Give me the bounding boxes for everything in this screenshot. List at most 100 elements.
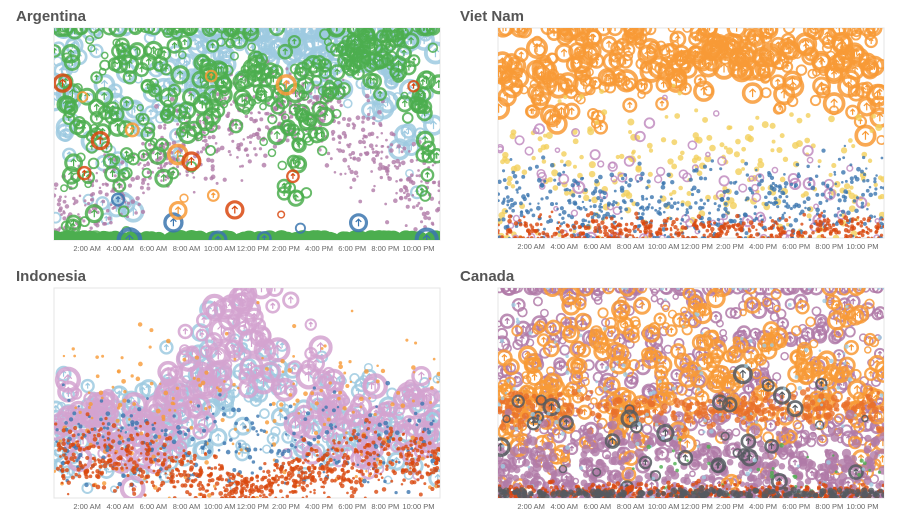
data-point <box>620 216 624 220</box>
data-point <box>326 28 346 38</box>
data-point <box>345 431 348 434</box>
data-point <box>670 236 675 238</box>
arrow-icon <box>508 57 515 66</box>
data-point <box>316 440 320 444</box>
data-point <box>755 228 758 232</box>
data-point <box>804 206 807 210</box>
data-point <box>350 309 354 313</box>
data-point <box>667 158 674 165</box>
data-point <box>861 229 866 234</box>
arrow-icon <box>253 59 260 69</box>
data-point <box>806 206 811 212</box>
data-point <box>285 67 289 71</box>
data-point <box>117 120 135 138</box>
data-point <box>583 188 588 192</box>
data-point <box>546 234 550 238</box>
data-point <box>203 138 208 143</box>
data-point <box>855 114 862 121</box>
arrow-icon <box>530 107 536 115</box>
arrow-icon <box>290 172 296 179</box>
data-point <box>840 147 848 154</box>
arrow-icon <box>165 113 171 120</box>
data-point <box>623 28 639 36</box>
data-point <box>556 28 571 35</box>
data-point <box>140 28 151 34</box>
chart-panel: 2:00 AM 4:00 AM 6:00 AM 8:00 AM 10:00 AM 12:0… <box>53 287 441 511</box>
data-point <box>567 213 571 218</box>
data-point <box>349 380 353 384</box>
arrow-icon <box>344 448 350 455</box>
data-point <box>539 236 544 238</box>
data-point <box>64 153 84 173</box>
data-point <box>175 126 187 138</box>
arrow-icon <box>430 120 438 130</box>
data-point <box>745 196 750 201</box>
data-point <box>231 292 254 314</box>
data-point <box>555 202 558 206</box>
data-point <box>670 180 675 185</box>
data-point <box>822 209 826 213</box>
data-point <box>755 232 760 237</box>
arrow-icon <box>327 410 334 417</box>
arrow-icon <box>317 105 323 113</box>
data-point <box>498 179 502 184</box>
arrow-icon <box>309 421 318 432</box>
data-point <box>808 177 813 182</box>
data-point <box>338 361 343 365</box>
data-point <box>279 409 283 413</box>
data-point <box>361 101 380 120</box>
data-point <box>690 192 695 197</box>
data-point <box>558 213 562 217</box>
data-point <box>545 195 549 200</box>
data-point <box>319 233 333 240</box>
arrow-icon <box>101 92 108 100</box>
data-point <box>867 28 880 34</box>
arrow-icon <box>116 162 123 170</box>
arrow-icon <box>365 466 372 475</box>
data-point <box>769 235 775 238</box>
data-point <box>232 72 250 91</box>
arrow-icon <box>270 302 276 309</box>
arrow-icon <box>74 123 80 130</box>
data-point <box>829 187 833 192</box>
data-point <box>579 225 582 229</box>
arrow-icon <box>94 114 100 121</box>
data-point <box>710 159 715 163</box>
data-point <box>783 28 795 34</box>
arrow-icon <box>94 74 99 80</box>
data-point <box>573 220 579 225</box>
data-point <box>502 151 509 159</box>
data-point <box>641 197 645 201</box>
arrow-icon <box>697 58 703 65</box>
data-point <box>645 186 649 190</box>
data-point <box>277 210 286 219</box>
data-point <box>563 163 567 167</box>
data-point <box>337 82 351 96</box>
data-point <box>237 378 259 399</box>
data-point <box>62 216 67 221</box>
data-point <box>850 220 854 224</box>
data-point <box>693 80 715 102</box>
data-point <box>162 164 166 168</box>
data-point <box>158 143 163 147</box>
data-point <box>788 223 793 228</box>
data-point <box>96 210 100 215</box>
data-point <box>112 38 121 47</box>
data-point <box>666 54 678 66</box>
data-point <box>680 150 685 156</box>
data-point <box>256 300 260 305</box>
data-point <box>572 224 577 229</box>
data-point <box>54 233 63 240</box>
data-point <box>773 196 778 201</box>
arrow-icon <box>408 36 414 44</box>
data-point <box>816 223 820 227</box>
data-point <box>780 32 796 48</box>
data-point <box>405 177 411 182</box>
data-point <box>320 426 335 441</box>
data-point <box>718 175 730 187</box>
data-point <box>861 192 865 197</box>
arrow-icon <box>749 88 757 98</box>
data-point <box>726 125 732 131</box>
arrow-icon <box>59 78 66 87</box>
data-point <box>405 204 410 209</box>
